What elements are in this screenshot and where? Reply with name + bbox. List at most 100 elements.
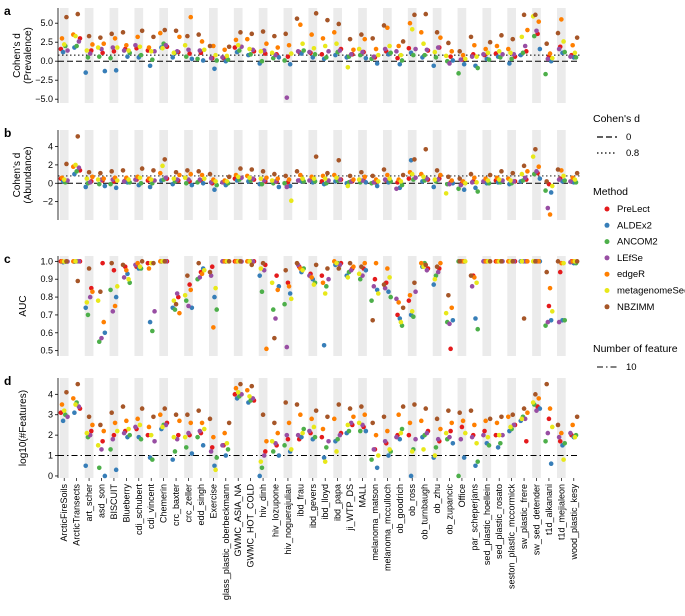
point-art_scher-ANCOM2 xyxy=(85,55,91,60)
point-sed_plastic_hoellein-LEfSe xyxy=(481,432,486,438)
point-glass_plastic_oberbeckmann-LEfSe xyxy=(220,443,225,448)
point-crc_zeller-ALDEx2 xyxy=(189,56,195,62)
point-ob_zupancic-edgeR xyxy=(449,178,455,183)
point-ob_zupancic-metagenomeSeq xyxy=(443,310,449,316)
point-ob_zhu-NBZIMM xyxy=(434,264,440,270)
point-t1d_alkanani-NBZIMM xyxy=(544,381,549,387)
y-tick-label: 0.6 xyxy=(40,328,53,338)
point-sw_plastic_frere-NBZIMM xyxy=(521,406,527,411)
point-ob_ross-edgeR xyxy=(407,420,413,426)
point-melanoma_matson-NBZIMM xyxy=(370,173,375,179)
point-par_scheperjans-metagenomeSeq xyxy=(474,441,479,446)
band-t1d_mejialeon xyxy=(557,8,566,103)
point-ob_zupancic-NBZIMM xyxy=(446,408,451,413)
y-tick-label: 0.9 xyxy=(40,274,53,284)
point-hiv_dinh-ANCOM2 xyxy=(259,58,265,64)
point-t1d_alkanani-edgeR xyxy=(547,285,553,291)
point-Exercise-ANCOM2 xyxy=(214,182,220,188)
point-t1d_mejialeon-LEfSe xyxy=(556,177,562,182)
point-BISCUIT-ALDEx2 xyxy=(113,68,119,73)
point-seston_plastic_mccormick-ALDEx2 xyxy=(507,61,512,66)
point-ibd_lloyd-metagenomeSeq xyxy=(322,459,328,464)
point-sw_plastic_frere-NBZIMM xyxy=(521,316,527,321)
point-sw_plastic_frere-metagenomeSeq xyxy=(519,171,525,177)
point-ibd_gevers-NBZIMM xyxy=(313,408,319,413)
point-GWMC_ASIA_NA-NBZIMM xyxy=(238,381,243,387)
band-ibd_gevers xyxy=(308,256,318,356)
point-crc_baxter-ALDEx2 xyxy=(170,55,176,60)
point-Office-metagenomeSeq xyxy=(462,180,468,186)
point-t1d_alkanani-edgeR xyxy=(547,406,553,411)
point-cdi_vincent-NBZIMM xyxy=(151,414,156,420)
point-ob_zhu-NBZIMM xyxy=(434,168,440,173)
x-tick-label-GWMC_HOT_COLD: GWMC_HOT_COLD xyxy=(246,484,256,568)
point-ob_goodrich-NBZIMM xyxy=(400,172,406,178)
point-ArcticTransects-NBZIMM xyxy=(75,11,81,17)
point-hiv_noguerajulian-NBZIMM xyxy=(283,267,288,273)
point-t1d_alkanani-ANCOM2 xyxy=(543,438,548,444)
point-ArcticFireSoils-NBZIMM xyxy=(64,161,69,167)
point-ob_turnbaugh-ANCOM2 xyxy=(422,52,427,58)
point-sed_plastic_rosato-NBZIMM xyxy=(499,414,504,420)
point-crc_baxter-edgeR xyxy=(177,418,182,424)
point-sw_sed_detender-NBZIMM xyxy=(533,259,538,264)
point-ob_goodrich-edgeR xyxy=(396,412,401,418)
band-art_scher xyxy=(84,378,94,478)
point-ArcticFireSoils-LEfSe xyxy=(65,414,70,420)
point-ob_zhu-edgeR xyxy=(438,172,443,178)
point-ibd_lloyd-ALDEx2 xyxy=(321,342,327,348)
point-glass_plastic_oberbeckmann-NBZIMM xyxy=(226,420,232,426)
point-MALL-NBZIMM xyxy=(359,264,364,270)
point-art_scher-metagenomeSeq xyxy=(84,430,90,436)
point-melanoma_matson-PreLect xyxy=(372,276,378,282)
point-ob_goodrich-NBZIMM xyxy=(400,404,406,409)
point-GWMC_ASIA_NA-edgeR xyxy=(233,385,239,391)
point-ob_ross-NBZIMM xyxy=(412,157,417,162)
point-t1d_alkanani-metagenomeSeq xyxy=(549,55,555,61)
point-sed_plastic_rosato-PreLect xyxy=(493,432,499,438)
point-melanoma_mcculloch-edgeR xyxy=(385,172,390,178)
legend-dot-NBZIMM xyxy=(604,304,610,310)
point-MALL-ALDEx2 xyxy=(363,180,369,185)
point-cdi_vincent-metagenomeSeq xyxy=(148,177,154,182)
point-ibd_frau-edgeR xyxy=(298,412,303,418)
point-ibd_gevers-NBZIMM xyxy=(313,11,319,16)
point-ArcticTransects-NBZIMM xyxy=(75,381,81,387)
point-hiv_lozupone-edgeR xyxy=(275,430,281,436)
point-ibd_papa-NBZIMM xyxy=(336,21,342,27)
point-wood_plastic_kesy-LEfSe xyxy=(568,54,573,59)
x-tick-label-ibd_papa: ibd_papa xyxy=(333,484,343,521)
point-melanoma_mcculloch-ANCOM2 xyxy=(388,294,394,300)
point-cdi_vincent-ALDEx2 xyxy=(147,319,153,325)
x-tick-label-ji_WTP_DS: ji_WTP_DS xyxy=(345,484,355,532)
point-art_scher-ANCOM2 xyxy=(85,312,91,318)
point-Office-LEfSe xyxy=(458,57,464,62)
point-Exercise-PreLect xyxy=(209,264,215,270)
point-ob_ross-PreLect xyxy=(406,298,412,303)
point-BISCUIT-LEfSe xyxy=(110,45,116,50)
panel-letter: d xyxy=(4,374,11,388)
point-hiv_noguerajulian-NBZIMM xyxy=(283,400,288,405)
point-ob_zhu-NBZIMM xyxy=(434,416,440,422)
point-hiv_dinh-metagenomeSeq xyxy=(258,176,264,181)
point-edd_singh-ALDEx2 xyxy=(200,180,206,186)
point-art_scher-NBZIMM xyxy=(86,33,92,39)
point-ob_ross-NBZIMM xyxy=(412,402,417,407)
point-ob_ross-PreLect xyxy=(406,45,412,51)
point-ArcticTransects-LEfSe xyxy=(76,404,82,409)
y-axis-label-sub: (Prevalence) xyxy=(23,27,34,84)
point-crc_zeller-NBZIMM xyxy=(185,33,190,39)
point-ob_goodrich-LEfSe xyxy=(394,186,399,192)
point-ob_zupancic-NBZIMM xyxy=(446,292,451,298)
x-tick-label-hiv_dinh: hiv_dinh xyxy=(258,484,268,518)
legend-dot-metagenomeSeq xyxy=(604,288,610,293)
point-sw_sed_detender-NBZIMM xyxy=(533,146,538,152)
point-ob_ross-metagenomeSeq xyxy=(409,309,415,314)
band-ob_zhu xyxy=(432,378,442,478)
point-GWMC_HOT_COLD-edgeR xyxy=(244,387,250,393)
point-glass_plastic_oberbeckmann-edgeR xyxy=(222,47,227,53)
point-ob_zupancic-metagenomeSeq xyxy=(443,191,449,196)
point-GWMC_HOT_COLD-metagenomeSeq xyxy=(247,175,252,181)
point-t1d_mejialeon-NBZIMM xyxy=(555,30,561,36)
band-ArcticFireSoils xyxy=(59,378,69,478)
